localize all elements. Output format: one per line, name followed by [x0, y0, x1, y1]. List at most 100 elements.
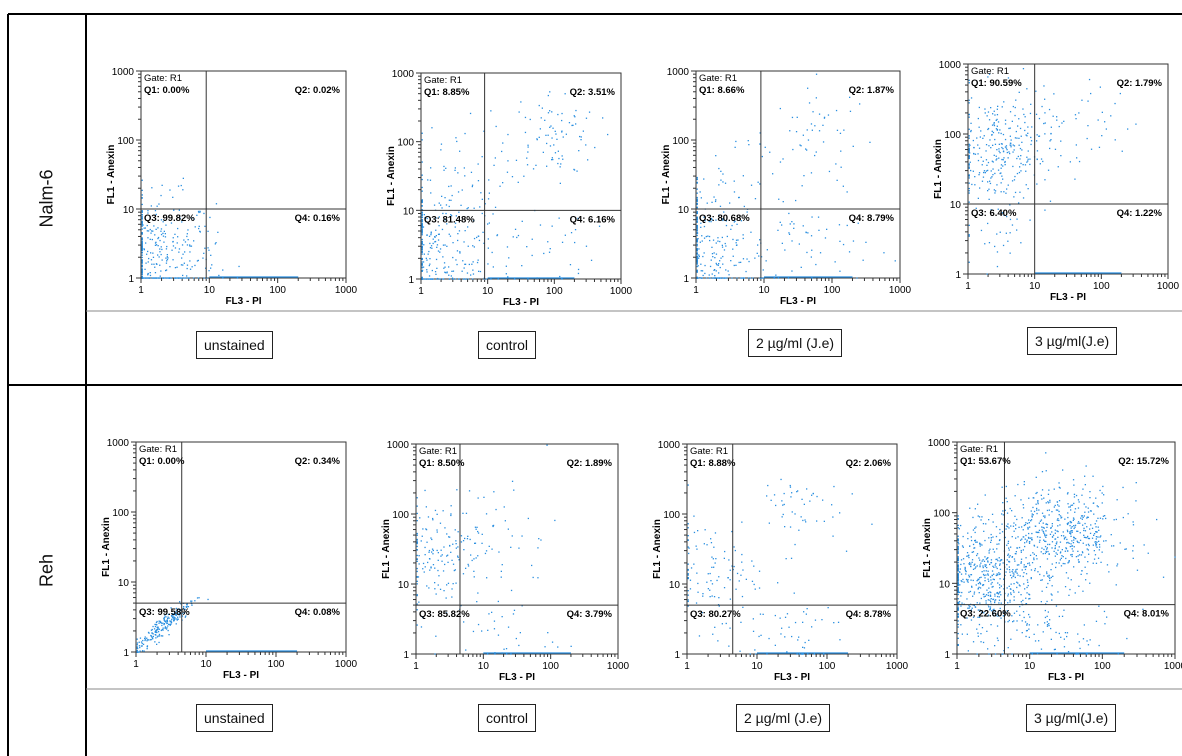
data-point — [973, 152, 975, 155]
data-point — [1026, 629, 1028, 632]
data-point — [450, 199, 452, 201]
data-point — [421, 270, 423, 272]
data-point — [142, 643, 145, 645]
data-point — [997, 105, 999, 107]
data-point — [587, 159, 589, 161]
data-point — [575, 109, 577, 112]
data-point — [970, 619, 973, 621]
data-point — [461, 270, 463, 272]
data-point — [1016, 620, 1018, 622]
data-point — [154, 244, 157, 246]
data-point — [1013, 558, 1016, 560]
data-point — [1043, 575, 1045, 577]
data-point — [1026, 579, 1029, 581]
data-point — [718, 272, 720, 274]
data-point — [186, 244, 189, 246]
data-point — [487, 653, 489, 655]
data-point — [810, 172, 813, 174]
data-point — [957, 609, 959, 611]
data-point — [1051, 536, 1054, 538]
data-point — [171, 249, 173, 251]
data-point — [1016, 629, 1018, 631]
data-point — [434, 653, 436, 655]
data-point — [1095, 520, 1098, 522]
data-point — [1082, 590, 1084, 592]
data-point — [689, 588, 692, 590]
data-point — [719, 240, 721, 243]
data-point — [424, 278, 427, 280]
data-point — [155, 277, 157, 279]
data-point — [173, 617, 175, 619]
data-point — [1048, 514, 1050, 516]
data-point — [747, 140, 749, 142]
data-point — [703, 178, 705, 180]
data-point — [1079, 647, 1081, 650]
data-point — [759, 143, 761, 145]
data-point — [172, 196, 174, 198]
data-point — [561, 278, 563, 280]
data-point — [1001, 513, 1003, 515]
data-point — [687, 527, 689, 529]
data-point — [167, 616, 169, 618]
data-point — [989, 563, 991, 566]
data-point — [1054, 648, 1056, 650]
data-point — [797, 490, 799, 492]
data-point — [699, 277, 701, 279]
data-point — [141, 256, 143, 259]
data-point — [149, 216, 151, 219]
data-point — [992, 168, 994, 170]
data-point — [480, 192, 482, 194]
data-point — [421, 199, 423, 201]
data-point — [449, 536, 451, 538]
data-point — [1018, 584, 1020, 586]
data-point — [198, 597, 200, 599]
data-point — [185, 277, 187, 279]
data-point — [1024, 524, 1027, 526]
data-point — [1014, 571, 1016, 573]
data-point — [1005, 571, 1007, 573]
quadrant-q4-label: Q4: 0.16% — [295, 213, 341, 224]
data-point — [178, 614, 180, 616]
data-point — [990, 539, 992, 541]
data-point — [473, 246, 475, 248]
data-point — [149, 639, 152, 641]
data-point — [984, 595, 986, 597]
data-point — [731, 277, 733, 279]
data-point — [166, 619, 168, 621]
data-point — [1045, 452, 1047, 454]
data-point — [1084, 511, 1086, 513]
data-point — [1096, 546, 1098, 548]
data-point — [697, 277, 699, 279]
data-point — [542, 151, 544, 153]
data-point — [557, 113, 559, 116]
gate-label: Gate: R1 — [699, 73, 737, 84]
data-point — [1047, 550, 1049, 553]
data-point — [1019, 158, 1021, 160]
data-point — [994, 595, 996, 597]
data-point — [999, 539, 1001, 541]
data-point — [999, 591, 1001, 593]
data-point — [715, 219, 717, 221]
data-point — [999, 592, 1001, 594]
data-point — [970, 539, 973, 542]
data-point — [445, 212, 447, 215]
data-point — [987, 169, 989, 172]
data-point — [448, 185, 450, 188]
data-point — [982, 584, 985, 586]
data-point — [527, 144, 529, 146]
data-point — [966, 580, 968, 582]
data-point — [1070, 509, 1072, 511]
y-tick-label: 1 — [408, 275, 414, 286]
data-point — [463, 621, 465, 623]
data-point — [1011, 570, 1013, 573]
data-point — [696, 196, 698, 199]
data-point — [1018, 137, 1020, 139]
data-point — [1041, 471, 1044, 473]
data-point — [995, 574, 997, 577]
data-point — [168, 617, 170, 619]
data-point — [536, 138, 538, 140]
x-tick-label: 1000 — [607, 661, 630, 672]
data-point — [1072, 517, 1075, 519]
data-point — [162, 627, 164, 629]
data-point — [968, 591, 970, 593]
